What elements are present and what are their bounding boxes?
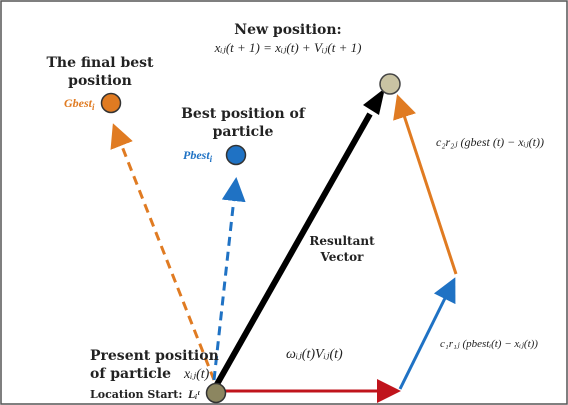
resultant-label-line1: Resultant	[309, 234, 375, 248]
resultant-arrow-shaft	[213, 112, 373, 388]
pbest-dashed-arrow	[212, 177, 246, 381]
resultant-label-line2: Vector	[319, 250, 364, 264]
location-start-variable: Lᵢᵗ	[187, 387, 200, 401]
inertia-term-label: ωᵢⱼ(t)Vᵢⱼ(t)	[286, 347, 343, 362]
present-position-label-line1: Present position	[90, 348, 219, 364]
final-best-label-line2: position	[68, 73, 132, 89]
pbest-label: Pbesti	[183, 148, 213, 164]
gbest-label: Gbesti	[64, 96, 95, 112]
present-position-label-line2: of particle	[90, 366, 171, 382]
cognitive-arrow	[398, 277, 456, 390]
best-particle-label-line2: particle	[213, 124, 274, 140]
best-particle-label-line1: Best position of	[181, 106, 306, 122]
social-term-label: c₂r₂ⱼ (gbest (t) − xᵢⱼ(t))	[436, 135, 544, 149]
resultant-arrow-head	[363, 88, 385, 115]
new-position-title: New position:	[234, 22, 341, 38]
new-position-point	[379, 73, 401, 95]
present-position-variable: xᵢⱼ(t)	[183, 367, 210, 382]
new-position-formula: xᵢⱼ(t + 1) = xᵢⱼ(t) + Vᵢⱼ(t + 1)	[214, 40, 362, 55]
pbest-point	[225, 144, 247, 166]
final-best-label-line1: The final best	[46, 55, 154, 71]
social-arrow	[393, 94, 458, 275]
location-start-label: Location Start:	[90, 388, 182, 401]
cognitive-term-label: c₁r₁ⱼ (pbestᵢ(t) − xᵢⱼ(t))	[440, 338, 538, 350]
start-point	[205, 382, 227, 404]
gbest-dashed-arrow	[110, 123, 216, 381]
gbest-point	[100, 92, 122, 114]
